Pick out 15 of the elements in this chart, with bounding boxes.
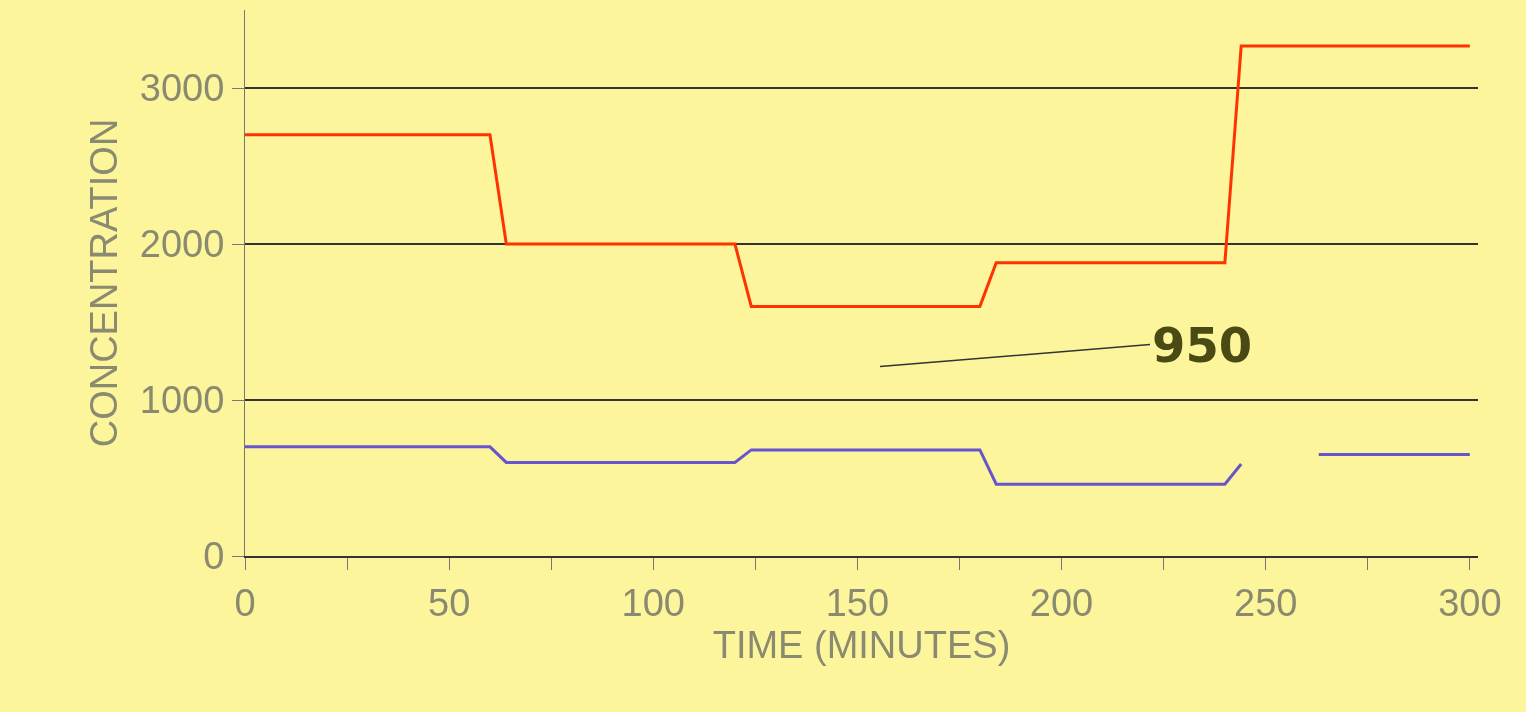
x-tick-label: 200 <box>1029 581 1094 624</box>
y-axis-title: CONCENTRATION <box>83 118 126 448</box>
x-tick-label: 150 <box>825 581 890 624</box>
x-tick-label: 0 <box>234 581 256 624</box>
x-tick-label: 300 <box>1438 581 1502 624</box>
y-tick-label: 3000 <box>139 67 225 110</box>
x-tick-label: 250 <box>1234 581 1298 624</box>
y-tick-label: 2000 <box>139 223 225 266</box>
line-series <box>245 44 1472 308</box>
y-tick-label: 1000 <box>139 379 225 422</box>
x-axis-title: TIME (MINUTES) <box>712 623 1011 666</box>
x-tick-label: 50 <box>428 581 471 624</box>
y-tick-label: 0 <box>203 535 225 578</box>
x-tick-label: 100 <box>621 581 685 624</box>
annotation: 950 <box>1152 317 1253 373</box>
